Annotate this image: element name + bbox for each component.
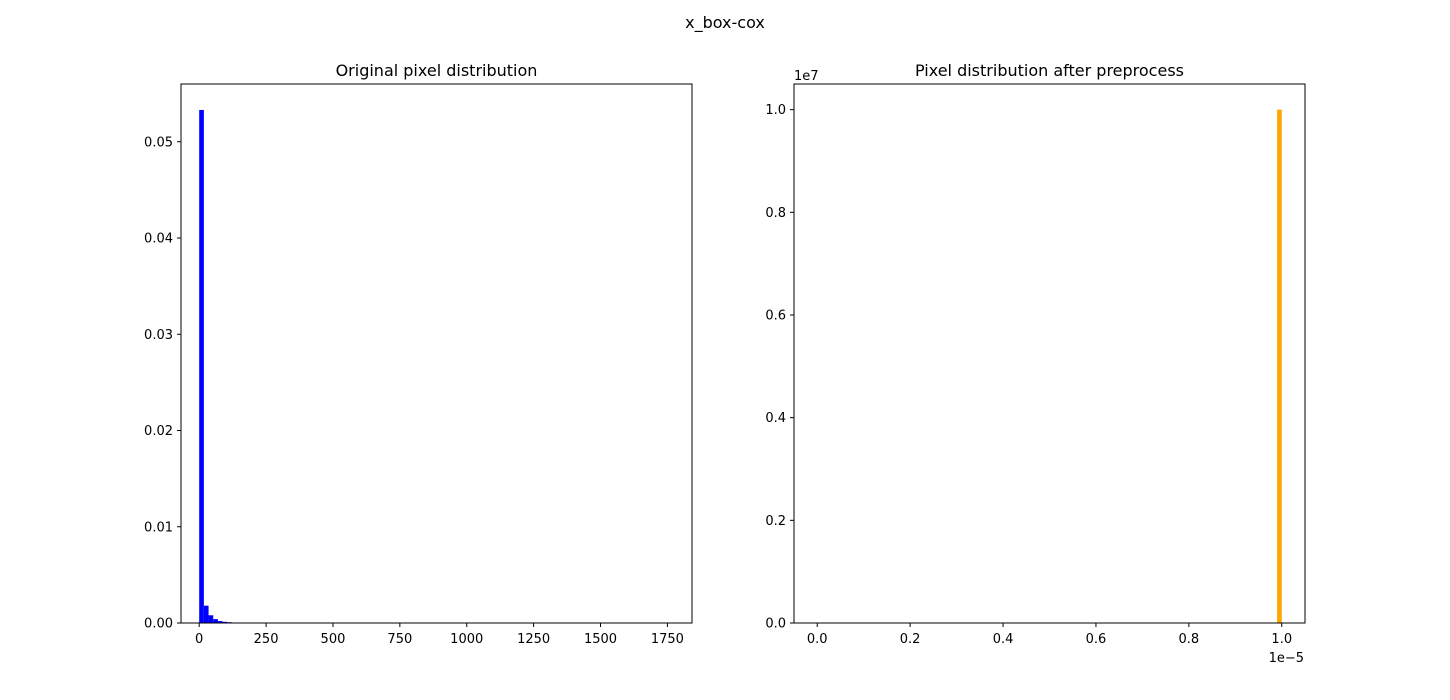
y-tick-label: 0.00: [144, 617, 173, 632]
y-tick-label: 0.02: [144, 424, 173, 439]
figure-suptitle: x_box-cox: [685, 13, 765, 33]
x-axis-ticks: 0.0 0.2 0.4 0.6 0.8 1.0: [807, 623, 1292, 647]
x-offset-label: 1e−5: [1269, 651, 1304, 666]
panel-title: Original pixel distribution: [336, 61, 538, 80]
x-tick-label: 0.4: [993, 632, 1014, 647]
y-axis-ticks: 0.0 0.2 0.4 0.6 0.8 1.0: [765, 103, 794, 632]
axes-frame: [180, 83, 693, 624]
histogram-bar: [203, 605, 209, 623]
x-tick-label: 750: [387, 632, 412, 647]
histogram-bars: [1277, 109, 1282, 623]
y-tick-label: 0.03: [144, 328, 173, 343]
x-tick-label: 250: [254, 632, 279, 647]
histogram-bar: [213, 619, 218, 623]
x-tick-label: 0: [195, 632, 203, 647]
histogram-panel-preprocessed: Pixel distribution after preprocess 1e7 …: [765, 61, 1306, 666]
y-tick-label: 1.0: [765, 103, 786, 118]
x-tick-label: 500: [321, 632, 346, 647]
histogram-bar: [199, 109, 204, 624]
axes-frame: [793, 83, 1306, 624]
x-tick-label: 1250: [517, 632, 550, 647]
y-tick-label: 0.2: [765, 514, 786, 529]
histogram-panel-original: Original pixel distribution 0 250 500 750 10…: [144, 61, 693, 647]
y-axis-ticks: 0.00 0.01 0.02 0.03 0.04 0.05: [144, 135, 181, 632]
x-tick-label: 1.0: [1271, 632, 1292, 647]
x-tick-label: 0.0: [807, 632, 828, 647]
y-tick-label: 0.01: [144, 520, 173, 535]
y-tick-label: 0.05: [144, 135, 173, 150]
histogram-bar: [1277, 109, 1282, 623]
x-tick-label: 1500: [584, 632, 617, 647]
x-tick-label: 1000: [450, 632, 483, 647]
x-tick-label: 1750: [651, 632, 684, 647]
histogram-bar: [208, 615, 214, 623]
y-offset-label: 1e7: [794, 69, 819, 84]
histogram-bar: [217, 621, 223, 623]
y-tick-label: 0.04: [144, 232, 173, 247]
x-tick-label: 0.6: [1086, 632, 1107, 647]
histogram-bars: [199, 109, 242, 624]
y-tick-label: 0.8: [765, 206, 786, 221]
x-tick-label: 0.8: [1179, 632, 1200, 647]
y-tick-label: 0.0: [765, 617, 786, 632]
x-tick-label: 0.2: [900, 632, 921, 647]
y-tick-label: 0.6: [765, 309, 786, 324]
y-tick-label: 0.4: [765, 411, 786, 426]
panel-title: Pixel distribution after preprocess: [915, 61, 1184, 80]
x-axis-ticks: 0 250 500 750 1000 1250 1500 1750: [195, 623, 684, 647]
histogram-bar: [222, 621, 228, 623]
